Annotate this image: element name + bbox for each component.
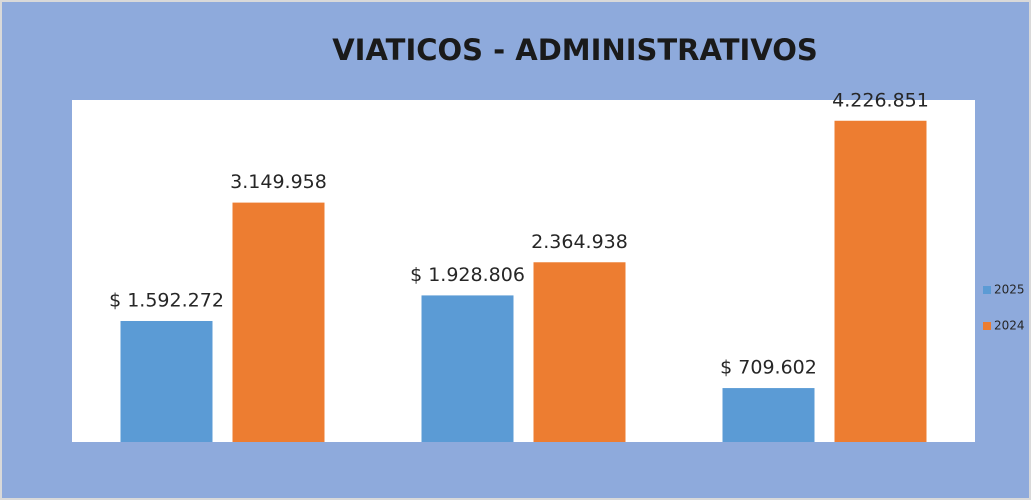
plot-area <box>72 100 975 442</box>
legend-label: 2024 <box>994 319 1025 333</box>
data-label: $ 1.928.806 <box>410 264 525 286</box>
data-label: 3.149.958 <box>230 171 327 193</box>
data-label: 4.226.851 <box>832 89 929 111</box>
data-label: $ 709.602 <box>720 357 817 379</box>
bar <box>120 320 213 442</box>
data-label: 2.364.938 <box>531 231 628 253</box>
bar <box>421 295 514 442</box>
legend-swatch <box>983 322 991 330</box>
data-label: $ 1.592.272 <box>109 289 224 311</box>
bar <box>533 262 626 442</box>
legend-swatch <box>983 286 991 294</box>
bar <box>722 388 815 442</box>
legend-label: 2025 <box>994 283 1025 297</box>
bar <box>834 120 927 442</box>
chart-title: VIATICOS - ADMINISTRATIVOS <box>332 33 818 67</box>
bar <box>232 202 325 442</box>
